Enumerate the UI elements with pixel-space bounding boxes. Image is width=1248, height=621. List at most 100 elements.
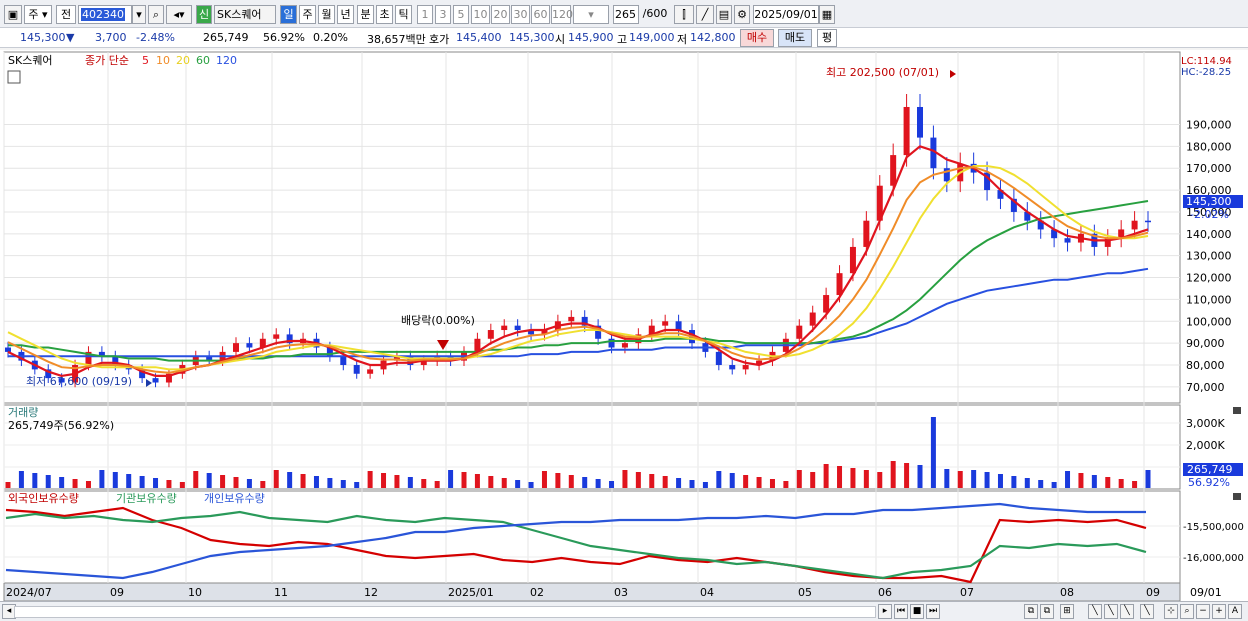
draw-line-icon[interactable]: ╲ — [1088, 604, 1102, 619]
interval-120[interactable]: 120 — [551, 5, 573, 24]
interval-60[interactable]: 60 — [531, 5, 550, 24]
candle — [1131, 220, 1138, 230]
period-main-select[interactable]: 주 ▾ — [24, 5, 52, 24]
volume-bar — [126, 474, 132, 488]
ma-line-10 — [7, 166, 1149, 374]
first-icon[interactable]: ⏮ — [894, 604, 908, 619]
stop-icon[interactable]: ■ — [910, 604, 924, 619]
search-icon[interactable]: ⌕ — [148, 5, 164, 24]
volume-bar — [716, 471, 722, 488]
volume-bar — [541, 471, 547, 488]
candle — [876, 185, 883, 221]
volume-bar — [488, 476, 494, 488]
interval-10[interactable]: 10 — [471, 5, 490, 24]
candle — [756, 360, 763, 366]
price-tag-bg — [1183, 195, 1243, 208]
interval-20[interactable]: 20 — [491, 5, 510, 24]
tool-icon[interactable]: ⊞ — [1060, 604, 1074, 619]
period-minute[interactable]: 분 — [357, 5, 374, 24]
save-icon[interactable]: ▤ — [716, 5, 732, 24]
interval-custom-select[interactable]: ▾ — [573, 5, 609, 24]
volume-bar — [220, 475, 226, 488]
layout-icon[interactable]: ▣ — [4, 5, 22, 24]
low-marker — [146, 379, 152, 387]
candle — [621, 343, 628, 348]
scroll-right-icon[interactable]: ▸ — [878, 604, 892, 619]
interval-30[interactable]: 30 — [511, 5, 530, 24]
volume-bar — [394, 475, 400, 488]
count-input[interactable]: 265 — [613, 5, 639, 24]
font-size-icon[interactable]: A — [1228, 604, 1242, 619]
candle-icon[interactable]: ⫿ — [674, 5, 694, 24]
sell-button[interactable]: 매도 — [778, 29, 812, 47]
x-tick: 03 — [614, 586, 628, 599]
vol-ratio: 56.92% — [263, 31, 305, 44]
last-icon[interactable]: ⏭ — [926, 604, 940, 619]
candle — [568, 316, 575, 322]
x-tick: 11 — [274, 586, 288, 599]
candle — [796, 325, 803, 339]
interval-3[interactable]: 3 — [435, 5, 451, 24]
table-icon[interactable] — [7, 70, 21, 84]
candle — [58, 378, 65, 383]
interval-5[interactable]: 5 — [453, 5, 469, 24]
open-label: 시 — [555, 33, 566, 46]
draw-line2-icon[interactable]: ╲ — [1104, 604, 1118, 619]
candle — [367, 369, 374, 374]
volume-bar — [796, 470, 802, 488]
prev-button[interactable]: 전 — [56, 5, 76, 24]
candle — [675, 321, 682, 331]
speaker-icon[interactable]: ◂▾ — [166, 5, 192, 24]
draw-line3-icon[interactable]: ╲ — [1120, 604, 1134, 619]
period-year[interactable]: 년 — [337, 5, 354, 24]
candle — [863, 220, 870, 247]
amount: 38,657백만 — [367, 33, 426, 46]
holding-legend-inst: 기관보유수량 — [116, 492, 177, 505]
volume-bar — [45, 475, 51, 488]
plus-icon[interactable]: + — [1212, 604, 1226, 619]
gear-icon[interactable]: ⚙ — [734, 5, 750, 24]
change-rate: -2.48% — [136, 31, 175, 44]
crosshair-icon[interactable]: ⊹ — [1164, 604, 1178, 619]
code-input[interactable]: 402340 — [78, 5, 132, 24]
date-input[interactable]: 2025/09/01 — [753, 5, 819, 24]
volume-bar — [1105, 477, 1111, 488]
draw-line4-icon[interactable]: ╲ — [1140, 604, 1154, 619]
period-tick[interactable]: 틱 — [395, 5, 412, 24]
period-week[interactable]: 주 — [299, 5, 316, 24]
volume-close-icon[interactable] — [1233, 407, 1241, 414]
holding-close-icon[interactable] — [1233, 493, 1241, 500]
chart-area[interactable]: 190,000 180,000 170,000 160,000 150,000 140,0… — [0, 50, 1248, 603]
y-tick: -16,000,000 — [1183, 553, 1244, 564]
candle — [1118, 229, 1125, 239]
volume-title: 거래량 — [8, 406, 38, 419]
y-tick: 150,000 — [1186, 206, 1232, 219]
new-badge[interactable]: 신 — [196, 5, 212, 24]
candle — [849, 246, 856, 274]
candle — [1051, 229, 1058, 239]
chart-svg[interactable]: 190,000 180,000 170,000 160,000 150,000 140,0… — [0, 50, 1248, 603]
volume-bar — [957, 471, 963, 488]
volume-bar — [260, 481, 266, 488]
minus-icon[interactable]: − — [1196, 604, 1210, 619]
period-day[interactable]: 일 — [280, 5, 297, 24]
volume-panel-frame — [3, 404, 1181, 490]
draw-icon[interactable]: ╱ — [696, 5, 714, 24]
avg-button[interactable]: 평 — [817, 29, 837, 47]
code-dropdown-icon[interactable]: ▾ — [132, 5, 146, 24]
volume-bar — [1078, 473, 1084, 488]
window-icon[interactable]: ⧉ — [1040, 604, 1054, 619]
calendar-icon[interactable]: ▦ — [819, 5, 835, 24]
period-second[interactable]: 초 — [376, 5, 393, 24]
interval-1[interactable]: 1 — [417, 5, 433, 24]
copy-icon[interactable]: ⧉ — [1024, 604, 1038, 619]
scrollbar[interactable] — [14, 606, 876, 618]
buy-button[interactable]: 매수 — [740, 29, 774, 47]
candle — [273, 334, 280, 339]
candle — [742, 365, 749, 370]
candle — [809, 312, 816, 326]
zoom-icon[interactable]: ⌕ — [1180, 604, 1194, 619]
volume-bar — [273, 470, 279, 488]
candle — [152, 378, 159, 383]
period-month[interactable]: 월 — [318, 5, 335, 24]
